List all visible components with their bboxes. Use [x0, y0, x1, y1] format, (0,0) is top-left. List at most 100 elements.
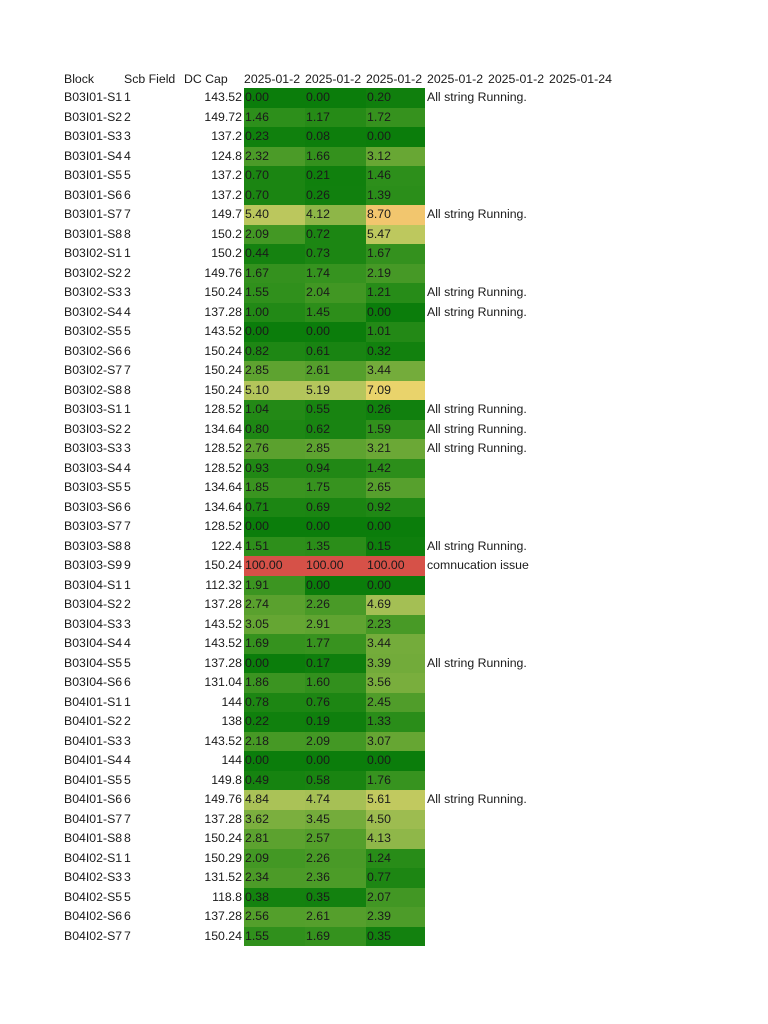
- cell-heat-value[interactable]: 0.00: [305, 88, 366, 108]
- cell-block[interactable]: B03I01-S8: [64, 226, 123, 241]
- cell-block[interactable]: B03I03-S6: [64, 499, 123, 514]
- cell-heat-value[interactable]: 2.09: [305, 731, 366, 751]
- cell-heat-value[interactable]: 1.24: [366, 848, 425, 868]
- cell-dc-cap[interactable]: 128.52: [204, 402, 242, 416]
- cell-scb-field[interactable]: 5: [124, 655, 131, 670]
- cell-heat-value[interactable]: 2.23: [366, 614, 425, 634]
- cell-dc-cap[interactable]: 144: [221, 694, 242, 709]
- cell-heat-value[interactable]: 0.73: [305, 244, 366, 264]
- cell-block[interactable]: B03I01-S3: [64, 129, 123, 143]
- cell-block[interactable]: B03I04-S5: [64, 655, 123, 670]
- cell-heat-value[interactable]: 2.74: [244, 595, 305, 615]
- cell-block[interactable]: B03I04-S4: [64, 636, 123, 650]
- cell-dc-cap[interactable]: 128.52: [204, 441, 242, 455]
- cell-block[interactable]: B04I01-S3: [64, 733, 123, 748]
- cell-dc-cap[interactable]: 150.2: [211, 226, 242, 241]
- cell-block[interactable]: B04I01-S7: [64, 811, 123, 826]
- cell-heat-value[interactable]: 4.84: [244, 790, 305, 810]
- header-date-1[interactable]: 2025-01-2: [244, 72, 301, 86]
- cell-block[interactable]: B03I03-S7: [64, 519, 123, 533]
- cell-dc-cap[interactable]: 137.2: [211, 129, 242, 143]
- cell-block[interactable]: B03I02-S1: [64, 246, 123, 260]
- header-date-5[interactable]: 2025-01-2: [488, 72, 545, 86]
- cell-scb-field[interactable]: 7: [124, 519, 131, 533]
- cell-scb-field[interactable]: 7: [124, 928, 131, 943]
- cell-block[interactable]: B03I03-S8: [64, 538, 123, 553]
- cell-scb-field[interactable]: 4: [124, 304, 131, 319]
- cell-heat-value[interactable]: 8.70: [366, 205, 425, 225]
- cell-scb-field[interactable]: 3: [124, 870, 131, 884]
- cell-heat-value[interactable]: 2.85: [244, 361, 305, 381]
- cell-dc-cap[interactable]: 118.8: [212, 889, 242, 904]
- cell-heat-value[interactable]: 3.12: [366, 146, 425, 166]
- cell-heat-value[interactable]: 3.44: [366, 634, 425, 654]
- cell-dc-cap[interactable]: 143.52: [204, 636, 242, 650]
- cell-heat-value[interactable]: 0.58: [305, 770, 366, 790]
- cell-heat-value[interactable]: 1.69: [244, 634, 305, 654]
- cell-heat-value[interactable]: 2.61: [305, 907, 366, 927]
- cell-dc-cap[interactable]: 150.24: [204, 558, 242, 572]
- header-date-6[interactable]: 2025-01-24: [549, 72, 612, 86]
- cell-heat-value[interactable]: 0.72: [305, 224, 366, 244]
- cell-heat-value[interactable]: 1.85: [244, 478, 305, 498]
- cell-heat-value[interactable]: 0.00: [244, 517, 305, 537]
- cell-block[interactable]: B03I03-S1: [64, 402, 123, 416]
- cell-heat-value[interactable]: 0.80: [244, 419, 305, 439]
- cell-heat-value[interactable]: 5.47: [366, 224, 425, 244]
- cell-remark[interactable]: comnucation issue: [427, 558, 529, 572]
- cell-dc-cap[interactable]: 134.64: [204, 480, 242, 494]
- cell-block[interactable]: B04I01-S4: [64, 753, 123, 767]
- cell-block[interactable]: B03I01-S5: [64, 168, 123, 182]
- cell-heat-value[interactable]: 0.00: [244, 751, 305, 771]
- cell-heat-value[interactable]: 2.76: [244, 439, 305, 459]
- cell-heat-value[interactable]: 0.92: [366, 497, 425, 517]
- cell-heat-value[interactable]: 1.17: [305, 107, 366, 127]
- cell-heat-value[interactable]: 0.00: [305, 322, 366, 342]
- cell-heat-value[interactable]: 1.04: [244, 400, 305, 420]
- cell-scb-field[interactable]: 6: [124, 187, 131, 202]
- cell-block[interactable]: B03I02-S6: [64, 343, 123, 358]
- cell-scb-field[interactable]: 9: [124, 558, 131, 572]
- cell-heat-value[interactable]: 3.44: [366, 361, 425, 381]
- cell-scb-field[interactable]: 4: [124, 148, 131, 163]
- cell-scb-field[interactable]: 3: [124, 285, 131, 299]
- cell-heat-value[interactable]: 0.21: [305, 166, 366, 186]
- cell-dc-cap[interactable]: 149.72: [204, 109, 242, 124]
- cell-heat-value[interactable]: 2.18: [244, 731, 305, 751]
- cell-heat-value[interactable]: 0.94: [305, 458, 366, 478]
- cell-dc-cap[interactable]: 134.64: [204, 421, 242, 436]
- cell-heat-value[interactable]: 1.59: [366, 419, 425, 439]
- cell-heat-value[interactable]: 5.40: [244, 205, 305, 225]
- cell-dc-cap[interactable]: 150.24: [204, 343, 242, 358]
- cell-heat-value[interactable]: 1.66: [305, 146, 366, 166]
- cell-heat-value[interactable]: 0.35: [366, 926, 425, 946]
- cell-heat-value[interactable]: 100.00: [305, 556, 366, 576]
- cell-heat-value[interactable]: 1.72: [366, 107, 425, 127]
- cell-dc-cap[interactable]: 137.28: [204, 597, 242, 611]
- cell-heat-value[interactable]: 0.71: [244, 497, 305, 517]
- cell-heat-value[interactable]: 2.07: [366, 887, 425, 907]
- cell-dc-cap[interactable]: 137.28: [204, 811, 242, 826]
- cell-heat-value[interactable]: 2.32: [244, 146, 305, 166]
- cell-scb-field[interactable]: 2: [124, 265, 131, 280]
- cell-block[interactable]: B04I02-S5: [64, 889, 123, 904]
- cell-dc-cap[interactable]: 138: [221, 714, 242, 728]
- cell-block[interactable]: B03I03-S3: [64, 441, 123, 455]
- cell-scb-field[interactable]: 2: [124, 714, 131, 728]
- cell-dc-cap[interactable]: 122.4: [211, 538, 242, 553]
- cell-scb-field[interactable]: 1: [124, 577, 131, 592]
- cell-remark[interactable]: All string Running.: [427, 304, 527, 319]
- header-date-3[interactable]: 2025-01-2: [366, 72, 423, 86]
- cell-heat-value[interactable]: 1.55: [244, 283, 305, 303]
- cell-remark[interactable]: All string Running.: [427, 538, 527, 553]
- cell-scb-field[interactable]: 4: [124, 636, 131, 650]
- cell-heat-value[interactable]: 0.23: [244, 127, 305, 147]
- cell-scb-field[interactable]: 6: [124, 499, 131, 514]
- cell-heat-value[interactable]: 1.60: [305, 673, 366, 693]
- cell-heat-value[interactable]: 2.45: [366, 692, 425, 712]
- cell-block[interactable]: B03I03-S2: [64, 421, 123, 436]
- cell-dc-cap[interactable]: 143.52: [204, 324, 242, 338]
- cell-heat-value[interactable]: 0.00: [305, 751, 366, 771]
- cell-heat-value[interactable]: 2.19: [366, 263, 425, 283]
- cell-block[interactable]: B03I03-S9: [64, 558, 123, 572]
